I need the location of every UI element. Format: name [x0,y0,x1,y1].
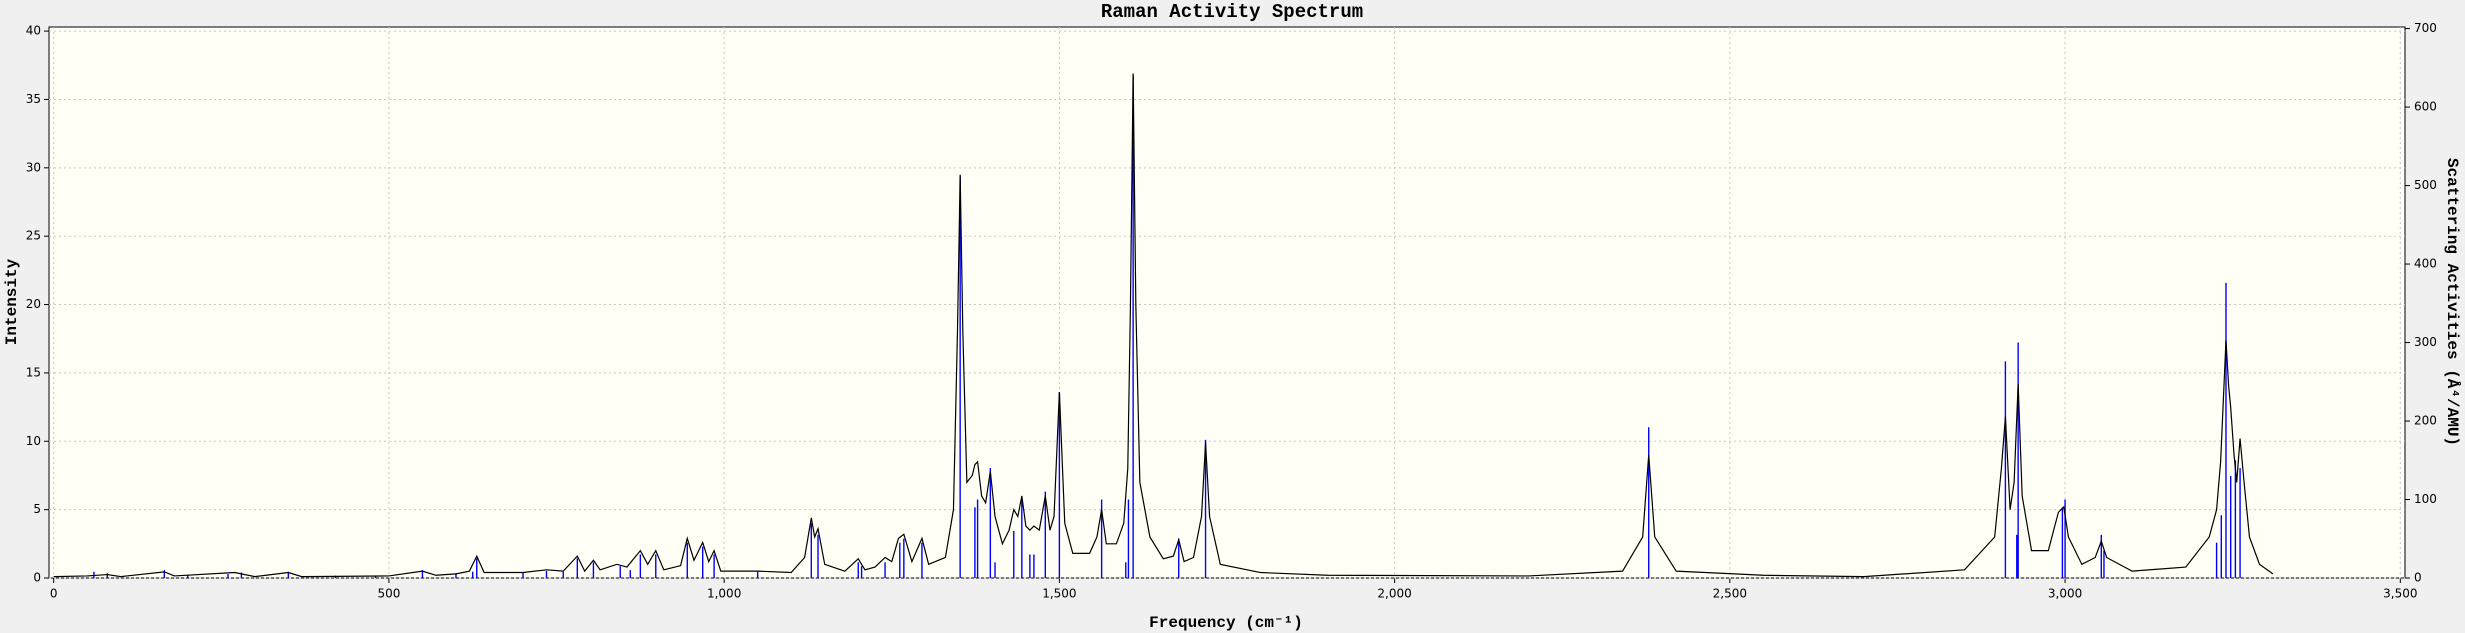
y-tick-label: 20 [26,297,41,311]
y2-axis-label: Scattering Activities (Å⁴/AMU) [2443,158,2462,446]
spectrum-line [53,73,2274,578]
y2-tick-label: 700 [2414,21,2437,35]
y-tick-label: 25 [26,229,41,243]
y-tick-label: 5 [33,502,41,516]
x-tick-label: 3,500 [2383,587,2417,601]
y-tick-label: 40 [26,24,41,38]
x-axis-label: Frequency (cm⁻¹) [1149,614,1303,632]
y2-tick-label: 400 [2414,257,2437,271]
plot-area [48,26,2406,579]
x-tick-label: 1,000 [707,587,741,601]
x-tick-label: 1,500 [1042,587,1076,601]
y2-tick-label: 600 [2414,100,2437,114]
y2-tick-label: 300 [2414,335,2437,349]
x-tick-label: 0 [50,587,58,601]
y-tick-label: 30 [26,160,41,174]
x-tick-label: 2,000 [1377,587,1411,601]
y-tick-label: 0 [33,571,41,585]
x-tick-label: 2,500 [1713,587,1747,601]
y-tick-label: 15 [26,365,41,379]
y2-tick-label: 100 [2414,492,2437,506]
y2-tick-label: 200 [2414,414,2437,428]
chart-title: Raman Activity Spectrum [1101,1,1363,23]
y-tick-label: 10 [26,434,41,448]
x-tick-label: 3,000 [2048,587,2082,601]
x-tick-label: 500 [377,587,400,601]
y2-tick-label: 500 [2414,178,2437,192]
y2-tick-label: 0 [2414,571,2422,585]
y-tick-label: 35 [26,92,41,106]
y-axis-label: Intensity [3,258,21,345]
